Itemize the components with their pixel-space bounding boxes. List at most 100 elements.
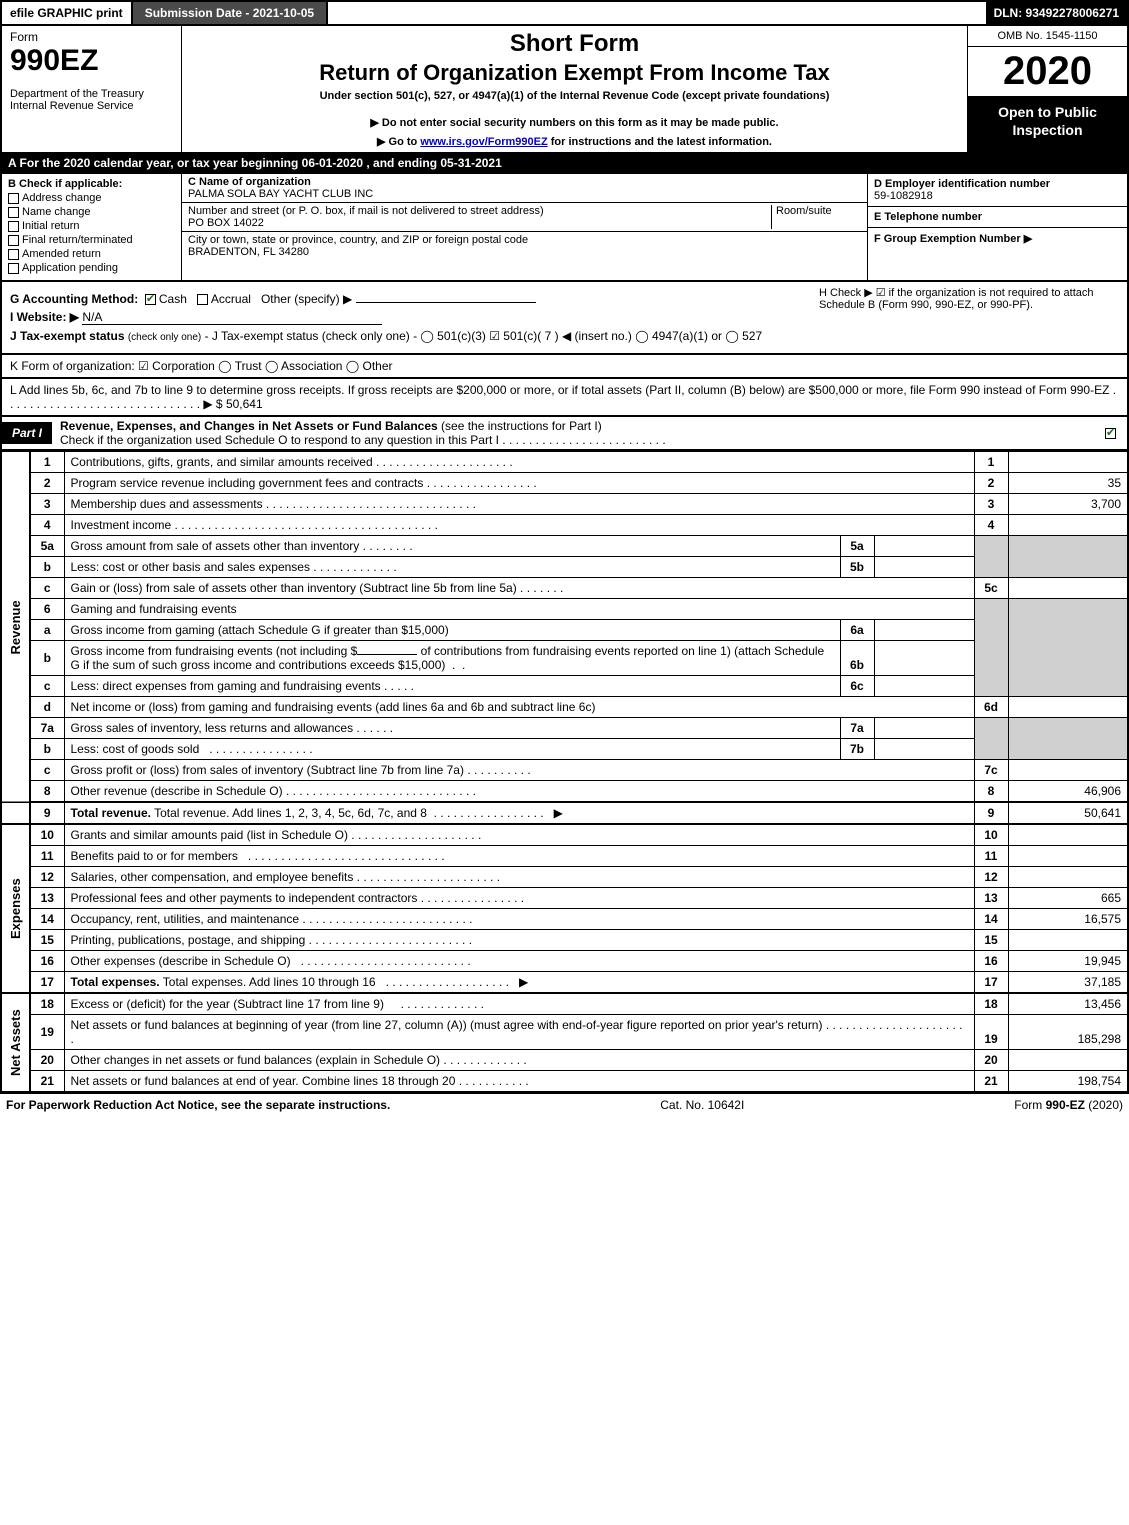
line-1-num: 1 (30, 452, 64, 473)
line-1-desc: Contributions, gifts, grants, and simila… (64, 452, 974, 473)
col-c-name-address: C Name of organization PALMA SOLA BAY YA… (182, 174, 867, 280)
part-i-title: Revenue, Expenses, and Changes in Net As… (52, 417, 1105, 449)
g-other-input[interactable] (356, 302, 536, 303)
form-word: Form (10, 30, 173, 44)
org-city-row: City or town, state or province, country… (182, 232, 867, 260)
goto-link[interactable]: www.irs.gov/Form990EZ (420, 136, 547, 148)
i-value: N/A (82, 310, 382, 325)
ein-value: 59-1082918 (874, 190, 1121, 202)
phone-label: E Telephone number (874, 211, 1121, 223)
addr-label: Number and street (or P. O. box, if mail… (188, 205, 544, 217)
part-i-schedule-o-checkbox[interactable] (1105, 426, 1127, 440)
city-label: City or town, state or province, country… (188, 234, 528, 246)
goto-prefix: ▶ Go to (377, 136, 420, 148)
line-6c-row: c Less: direct expenses from gaming and … (1, 676, 1128, 697)
g-cash-checkbox[interactable] (145, 294, 156, 305)
addr-value: PO BOX 14022 (188, 217, 264, 229)
line-7a-subval (874, 718, 974, 739)
line-16-row: 16 Other expenses (describe in Schedule … (1, 951, 1128, 972)
line-6c-subval (874, 676, 974, 697)
g-other-label: Other (specify) ▶ (261, 292, 352, 306)
line-1-rnum: 1 (974, 452, 1008, 473)
line-14-row: 14 Occupancy, rent, utilities, and maint… (1, 909, 1128, 930)
line-18-row: Net Assets 18 Excess or (deficit) for th… (1, 993, 1128, 1015)
line-8-val: 46,906 (1008, 781, 1128, 803)
line-12-row: 12 Salaries, other compensation, and emp… (1, 867, 1128, 888)
line-21-row: 21 Net assets or fund balances at end of… (1, 1071, 1128, 1093)
line-19-val: 185,298 (1008, 1015, 1128, 1050)
line-10-row: Expenses 10 Grants and similar amounts p… (1, 824, 1128, 846)
line-13-row: 13 Professional fees and other payments … (1, 888, 1128, 909)
line-6d-val (1008, 697, 1128, 718)
i-label: I Website: ▶ (10, 310, 79, 324)
line-9-row: 9 Total revenue. Total revenue. Add line… (1, 802, 1128, 824)
row-l: L Add lines 5b, 6c, and 7b to line 9 to … (0, 379, 1129, 417)
topbar-spacer (328, 2, 985, 24)
line-7a-row: 7a Gross sales of inventory, less return… (1, 718, 1128, 739)
g-accrual-checkbox[interactable] (197, 294, 208, 305)
revenue-side-label: Revenue (1, 452, 30, 803)
g-cash-label: Cash (159, 292, 187, 306)
line-17-val: 37,185 (1008, 972, 1128, 994)
ssn-notice: ▶ Do not enter social security numbers o… (190, 116, 959, 129)
header-center-col: Short Form Return of Organization Exempt… (182, 26, 967, 152)
checkbox-final-return[interactable]: Final return/terminated (8, 234, 175, 246)
line-11-row: 11 Benefits paid to or for members . . .… (1, 846, 1128, 867)
part-i-title-rest: (see the instructions for Part I) (438, 419, 602, 433)
part-i-title-bold: Revenue, Expenses, and Changes in Net As… (60, 419, 438, 433)
expenses-side-label: Expenses (1, 824, 30, 993)
g-label: G Accounting Method: (10, 292, 138, 306)
row-l-text: L Add lines 5b, 6c, and 7b to line 9 to … (10, 383, 1116, 411)
line-20-row: 20 Other changes in net assets or fund b… (1, 1050, 1128, 1071)
footer-middle: Cat. No. 10642I (660, 1098, 744, 1112)
goto-line: ▶ Go to www.irs.gov/Form990EZ for instru… (190, 135, 959, 148)
ein-row: D Employer identification number 59-1082… (868, 174, 1127, 207)
tax-year: 2020 (968, 47, 1127, 97)
col-b-title: B Check if applicable: (8, 178, 175, 190)
line-5a-subval (874, 536, 974, 557)
netassets-side-label: Net Assets (1, 993, 30, 1092)
j-line: J Tax-exempt status (check only one) - J… (10, 329, 1119, 343)
line-6a-subval (874, 620, 974, 641)
line-6-row: 6 Gaming and fundraising events (1, 599, 1128, 620)
line-18-val: 13,456 (1008, 993, 1128, 1015)
efile-print-label[interactable]: efile GRAPHIC print (2, 2, 133, 24)
line-3-val: 3,700 (1008, 494, 1128, 515)
i-line: I Website: ▶ N/A (10, 310, 1119, 325)
line-10-val (1008, 824, 1128, 846)
phone-row: E Telephone number (868, 207, 1127, 228)
row-a-tax-year: A For the 2020 calendar year, or tax yea… (0, 154, 1129, 174)
line-7c-row: c Gross profit or (loss) from sales of i… (1, 760, 1128, 781)
line-7c-val (1008, 760, 1128, 781)
return-title: Return of Organization Exempt From Incom… (190, 60, 959, 86)
goto-suffix: for instructions and the latest informat… (548, 136, 772, 148)
line-2-val: 35 (1008, 473, 1128, 494)
checkbox-initial-return[interactable]: Initial return (8, 220, 175, 232)
group-label: F Group Exemption Number ▶ (874, 233, 1032, 245)
footer-right: Form 990-EZ (2020) (1014, 1098, 1123, 1112)
line-20-val (1008, 1050, 1128, 1071)
form-header: Form 990EZ Department of the Treasury In… (0, 26, 1129, 154)
line-14-val: 16,575 (1008, 909, 1128, 930)
line-15-val (1008, 930, 1128, 951)
line-5c-val (1008, 578, 1128, 599)
top-bar: efile GRAPHIC print Submission Date - 20… (0, 0, 1129, 26)
header-right-col: OMB No. 1545-1150 2020 Open to Public In… (967, 26, 1127, 152)
line-17-row: 17 Total expenses. Total expenses. Add l… (1, 972, 1128, 994)
col-b-checkboxes: B Check if applicable: Address change Na… (2, 174, 182, 280)
part-i-table: Revenue 1 Contributions, gifts, grants, … (0, 451, 1129, 1093)
line-6d-row: d Net income or (loss) from gaming and f… (1, 697, 1128, 718)
line-6b-subval (874, 641, 974, 676)
room-label: Room/suite (776, 205, 832, 217)
col-def-right: D Employer identification number 59-1082… (867, 174, 1127, 280)
checkbox-address-change[interactable]: Address change (8, 192, 175, 204)
line-5b-subval (874, 557, 974, 578)
part-i-header: Part I Revenue, Expenses, and Changes in… (0, 417, 1129, 451)
checkbox-name-change[interactable]: Name change (8, 206, 175, 218)
checkbox-amended-return[interactable]: Amended return (8, 248, 175, 260)
line-12-val (1008, 867, 1128, 888)
page-footer: For Paperwork Reduction Act Notice, see … (0, 1093, 1129, 1116)
under-section-text: Under section 501(c), 527, or 4947(a)(1)… (190, 90, 959, 102)
checkbox-application-pending[interactable]: Application pending (8, 262, 175, 274)
footer-left: For Paperwork Reduction Act Notice, see … (6, 1098, 390, 1112)
